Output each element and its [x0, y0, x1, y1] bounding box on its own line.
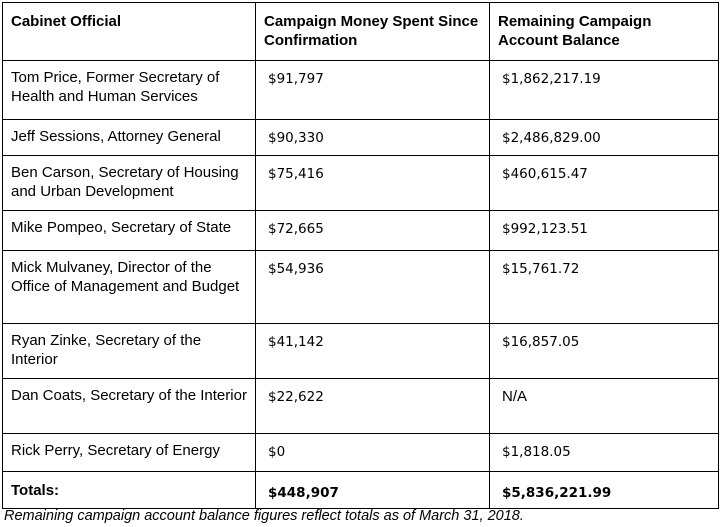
- remaining-balance: $15,761.72: [489, 250, 719, 324]
- table-row: Ben Carson, Secretary of Housing and Urb…: [2, 155, 719, 211]
- header-remaining-balance: Remaining Campaign Account Balance: [489, 2, 719, 61]
- table-caption: Remaining campaign account balance figur…: [4, 508, 524, 524]
- money-spent: $22,622: [255, 378, 490, 434]
- table-row: Rick Perry, Secretary of Energy $0 $1,81…: [2, 433, 719, 472]
- table-row: Ryan Zinke, Secretary of the Interior $4…: [2, 323, 719, 379]
- money-spent: $72,665: [255, 210, 490, 251]
- remaining-balance: $1,862,217.19: [489, 60, 719, 120]
- remaining-balance: N/A: [489, 378, 719, 434]
- money-spent: $41,142: [255, 323, 490, 379]
- official-name: Jeff Sessions, Attorney General: [2, 119, 256, 156]
- table-row: Tom Price, Former Secretary of Health an…: [2, 60, 719, 120]
- official-name: Rick Perry, Secretary of Energy: [2, 433, 256, 472]
- table-row: Jeff Sessions, Attorney General $90,330 …: [2, 119, 719, 156]
- table-row: Mike Pompeo, Secretary of State $72,665 …: [2, 210, 719, 251]
- official-name: Dan Coats, Secretary of the Interior: [2, 378, 256, 434]
- remaining-balance: $1,818.05: [489, 433, 719, 472]
- table-row: Mick Mulvaney, Director of the Office of…: [2, 250, 719, 324]
- header-official: Cabinet Official: [2, 2, 256, 61]
- money-spent: $54,936: [255, 250, 490, 324]
- official-name: Tom Price, Former Secretary of Health an…: [2, 60, 256, 120]
- official-name: Ryan Zinke, Secretary of the Interior: [2, 323, 256, 379]
- money-spent: $0: [255, 433, 490, 472]
- official-name: Mick Mulvaney, Director of the Office of…: [2, 250, 256, 324]
- total-remaining-balance: $5,836,221.99: [489, 471, 719, 509]
- table-row: Dan Coats, Secretary of the Interior $22…: [2, 378, 719, 434]
- official-name: Ben Carson, Secretary of Housing and Urb…: [2, 155, 256, 211]
- money-spent: $91,797: [255, 60, 490, 120]
- header-row: Cabinet Official Campaign Money Spent Si…: [2, 2, 719, 61]
- remaining-balance: $460,615.47: [489, 155, 719, 211]
- remaining-balance: $2,486,829.00: [489, 119, 719, 156]
- totals-row: Totals: $448,907 $5,836,221.99: [2, 471, 719, 509]
- remaining-balance: $992,123.51: [489, 210, 719, 251]
- money-spent: $75,416: [255, 155, 490, 211]
- money-spent: $90,330: [255, 119, 490, 156]
- totals-label: Totals:: [2, 471, 256, 509]
- cabinet-spending-table: Cabinet Official Campaign Money Spent Si…: [2, 2, 719, 509]
- official-name: Mike Pompeo, Secretary of State: [2, 210, 256, 251]
- remaining-balance: $16,857.05: [489, 323, 719, 379]
- total-money-spent: $448,907: [255, 471, 490, 509]
- header-money-spent: Campaign Money Spent Since Confirmation: [255, 2, 490, 61]
